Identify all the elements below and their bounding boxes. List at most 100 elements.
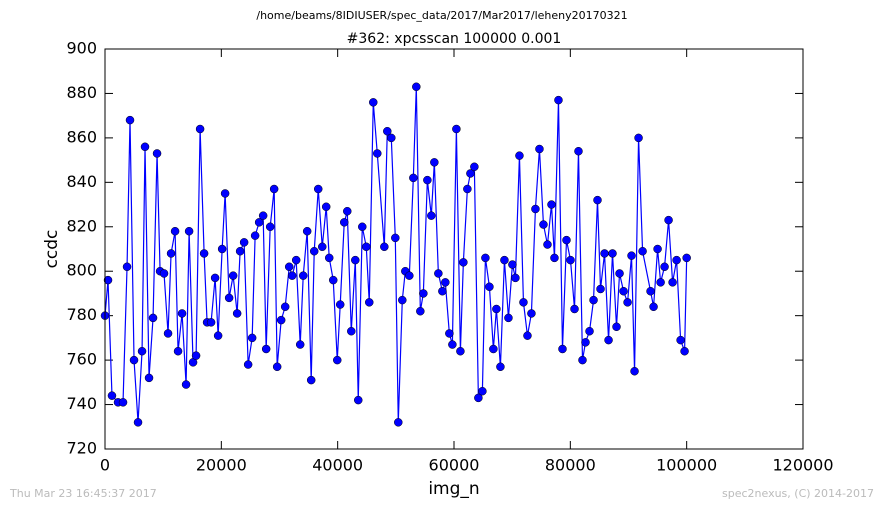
data-point bbox=[118, 398, 128, 407]
data-point bbox=[133, 418, 143, 427]
data-point bbox=[485, 282, 494, 292]
x-tick-label: 0 bbox=[100, 456, 110, 475]
data-point bbox=[335, 300, 345, 309]
data-point bbox=[466, 169, 475, 178]
data-point bbox=[107, 391, 117, 400]
data-point bbox=[604, 335, 613, 345]
data-point bbox=[478, 386, 487, 396]
data-point bbox=[247, 333, 257, 343]
data-point bbox=[152, 149, 162, 158]
data-point bbox=[199, 249, 209, 258]
data-point bbox=[272, 362, 282, 372]
data-point bbox=[539, 220, 548, 229]
data-point bbox=[459, 258, 468, 267]
data-point bbox=[195, 124, 205, 134]
data-point bbox=[213, 331, 223, 340]
data-point bbox=[412, 82, 421, 92]
data-point bbox=[434, 269, 443, 278]
data-point bbox=[129, 355, 139, 365]
data-point bbox=[184, 226, 194, 236]
data-point bbox=[302, 226, 312, 236]
data-point bbox=[492, 304, 501, 314]
data-point bbox=[668, 278, 677, 287]
data-point bbox=[140, 142, 150, 152]
data-point bbox=[339, 218, 349, 227]
data-point bbox=[284, 262, 294, 272]
data-point bbox=[519, 298, 528, 307]
data-point bbox=[463, 184, 472, 194]
data-point bbox=[369, 98, 378, 107]
data-point bbox=[321, 202, 331, 212]
data-point bbox=[217, 244, 227, 254]
data-point bbox=[593, 195, 602, 205]
data-point bbox=[615, 269, 624, 278]
data-point bbox=[351, 255, 360, 265]
data-point bbox=[585, 326, 594, 336]
data-point bbox=[416, 306, 425, 316]
y-tick-label: 860 bbox=[66, 127, 97, 146]
data-point bbox=[515, 151, 524, 160]
suptitle: /home/beams/8IDIUSER/spec_data/2017/Mar2… bbox=[256, 9, 627, 22]
data-point bbox=[596, 284, 605, 294]
data-point bbox=[489, 344, 498, 354]
data-point bbox=[672, 255, 681, 265]
data-point bbox=[380, 242, 389, 252]
data-point bbox=[181, 380, 191, 389]
data-point bbox=[554, 95, 563, 105]
data-point bbox=[680, 346, 689, 356]
data-point bbox=[547, 200, 556, 209]
data-point bbox=[481, 253, 490, 263]
data-point bbox=[500, 255, 509, 265]
data-point bbox=[619, 286, 628, 296]
data-point bbox=[623, 298, 632, 307]
data-point bbox=[430, 158, 439, 167]
data-point bbox=[589, 295, 598, 305]
data-point bbox=[210, 273, 220, 283]
data-point bbox=[269, 184, 279, 194]
data-point bbox=[328, 275, 338, 285]
y-axis-label: ccdc bbox=[42, 230, 62, 269]
x-tick-label: 60000 bbox=[429, 456, 480, 475]
data-point bbox=[383, 126, 392, 136]
x-tick-label: 100000 bbox=[656, 456, 717, 475]
data-point bbox=[163, 329, 173, 338]
data-point bbox=[445, 329, 454, 338]
data-point bbox=[627, 251, 636, 260]
data-point bbox=[682, 253, 691, 263]
data-point bbox=[265, 222, 275, 232]
data-point bbox=[354, 395, 363, 405]
data-point bbox=[235, 246, 245, 256]
data-point bbox=[646, 286, 655, 296]
data-point bbox=[220, 189, 230, 198]
y-tick-label: 820 bbox=[66, 216, 97, 235]
footer-right: spec2nexus, (C) 2014-2017 bbox=[722, 487, 874, 500]
data-point bbox=[474, 393, 483, 403]
data-point bbox=[362, 242, 371, 252]
data-point bbox=[159, 269, 169, 278]
data-point bbox=[427, 211, 436, 220]
data-point bbox=[324, 253, 334, 263]
data-point bbox=[438, 286, 447, 296]
y-tick-label: 760 bbox=[66, 350, 97, 369]
data-point bbox=[511, 273, 520, 283]
data-point bbox=[287, 271, 297, 280]
data-point bbox=[638, 246, 647, 256]
data-point bbox=[441, 278, 450, 287]
data-point bbox=[570, 304, 579, 314]
data-point bbox=[103, 275, 113, 285]
data-point bbox=[394, 418, 403, 427]
data-point bbox=[653, 244, 662, 254]
data-point bbox=[148, 313, 158, 323]
data-point bbox=[574, 146, 583, 156]
data-point bbox=[527, 309, 536, 318]
x-axis-label: img_n bbox=[428, 479, 479, 499]
data-point bbox=[676, 335, 685, 345]
data-point bbox=[630, 366, 639, 376]
data-point bbox=[523, 331, 532, 340]
y-tick-label: 880 bbox=[66, 83, 97, 102]
data-point bbox=[550, 253, 559, 263]
data-point bbox=[313, 184, 323, 194]
y-tick-label: 720 bbox=[66, 439, 97, 458]
data-point bbox=[298, 271, 308, 280]
